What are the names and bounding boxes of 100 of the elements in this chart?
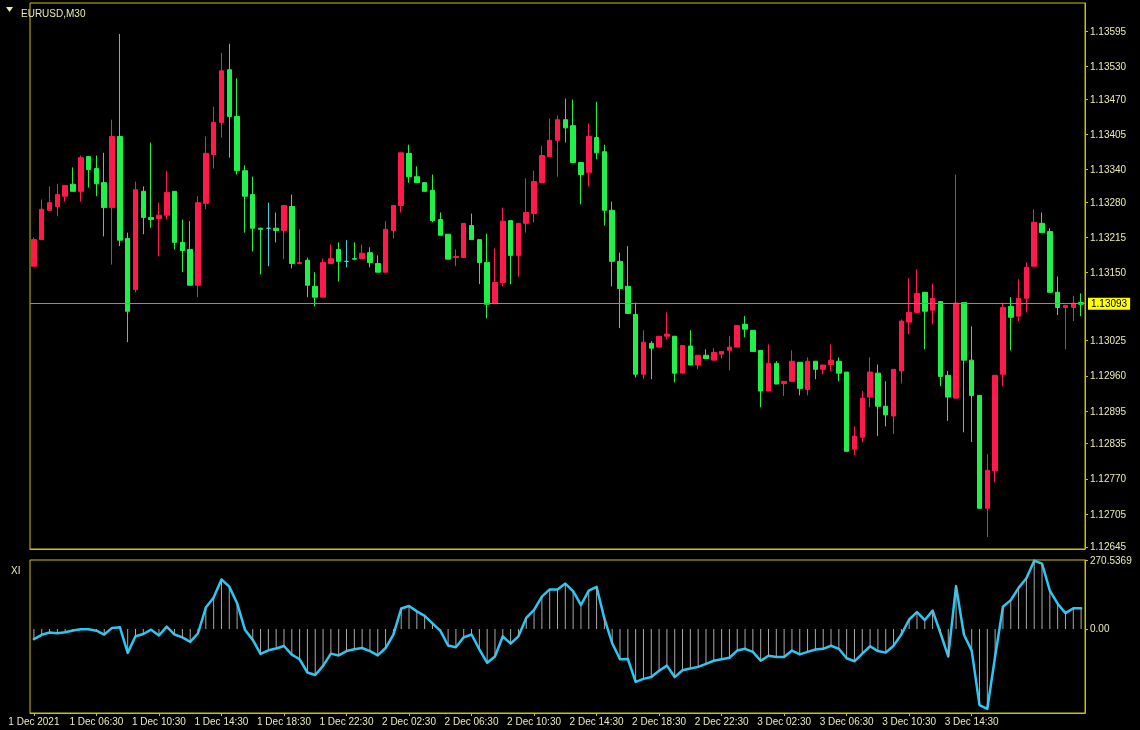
candlestick (781, 380, 787, 397)
candlestick (62, 184, 68, 203)
y-tick-label: 1.12770 (1090, 473, 1127, 485)
candlestick (125, 232, 130, 343)
candlestick (1000, 302, 1006, 387)
candlestick (555, 114, 560, 178)
candlestick (187, 220, 193, 286)
candlestick (367, 246, 373, 268)
candlestick (860, 390, 865, 443)
candlestick (312, 271, 318, 307)
x-tick-label: 1 Dec 14:30 (194, 715, 249, 727)
x-tick-label: 2 Dec 18:30 (632, 715, 687, 727)
candlestick (375, 254, 381, 273)
x-tick-label: 2 Dec 06:30 (444, 715, 499, 727)
candlestick (906, 277, 912, 335)
line-series (32, 559, 1083, 711)
candlestick (750, 329, 756, 352)
candlestick (617, 252, 623, 329)
candlestick (672, 335, 677, 383)
candlestick (148, 141, 154, 229)
y-tick-label: 1.12645 (1090, 541, 1127, 553)
candlestick (649, 340, 654, 380)
candlestick (289, 194, 295, 269)
candlestick (578, 162, 584, 205)
y-tick-label: 1.13025 (1090, 335, 1127, 347)
y-tick-label: 1.13405 (1090, 128, 1127, 140)
candlestick (508, 220, 513, 285)
candlestick (31, 236, 37, 267)
candlestick (1071, 295, 1076, 322)
x-tick-label: 3 Dec 06:30 (819, 715, 875, 727)
candlestick (516, 222, 521, 278)
candlestick (1063, 304, 1068, 350)
candlestick (961, 302, 967, 433)
candlestick (727, 335, 732, 371)
candlestick (836, 356, 842, 382)
chart-title: EURUSD,M30 (21, 7, 86, 19)
candlestick (852, 425, 857, 456)
candlestick (398, 152, 404, 213)
candlestick (359, 244, 365, 260)
candlestick (484, 233, 490, 319)
candlestick (430, 174, 435, 223)
candlestick (47, 185, 52, 211)
candlestick (789, 349, 795, 382)
candlestick (977, 394, 982, 509)
x-tick-label: 1 Dec 10:30 (131, 715, 187, 727)
candlestick (945, 370, 951, 422)
candlestick (422, 182, 427, 192)
candlestick (844, 371, 849, 452)
candlestick (586, 122, 592, 187)
candlestick (805, 356, 810, 396)
candlestick (625, 245, 631, 314)
y-tick-label: 1.13215 (1090, 231, 1127, 243)
candlestick (695, 354, 701, 370)
chart-title: XI (11, 564, 21, 576)
candlestick (273, 212, 279, 243)
candlestick (297, 228, 302, 265)
y-tick-label: 1.12835 (1090, 438, 1127, 450)
candlestick (594, 101, 599, 160)
candlestick (656, 335, 662, 348)
y-tick-label: 1.13530 (1090, 61, 1127, 72)
candlestick (281, 204, 287, 260)
candlestick (55, 183, 60, 217)
y-tick-label: 1.13150 (1090, 267, 1127, 279)
candlestick (234, 77, 240, 176)
candlestick (164, 170, 170, 221)
x-tick-label: 2 Dec 22:30 (694, 715, 750, 727)
candlestick (477, 239, 482, 285)
candlestick (328, 244, 334, 265)
y-tick-label: 1.13280 (1090, 196, 1127, 208)
x-tick-label: 3 Dec 10:30 (882, 715, 937, 727)
candlestick (828, 343, 834, 372)
candlestick (883, 380, 888, 427)
candlestick (985, 453, 990, 538)
x-tick-label: 2 Dec 10:30 (507, 715, 562, 727)
candlestick (1016, 278, 1021, 322)
x-tick-label: 1 Dec 2021 (8, 715, 60, 727)
candlestick (492, 247, 498, 304)
candlestick (766, 343, 771, 392)
candlestick (523, 177, 529, 234)
candlestick (219, 52, 224, 139)
candlestick (992, 374, 998, 483)
y-tick-label: 1.13470 (1090, 93, 1127, 105)
candlestick (445, 233, 451, 260)
candlestick (78, 155, 84, 203)
candlestick (258, 227, 263, 275)
candlestick (899, 318, 904, 384)
candlestick (930, 283, 935, 325)
candlestick (101, 152, 107, 237)
candlestick (1008, 296, 1014, 351)
candlestick (94, 155, 99, 197)
candlestick (813, 360, 818, 380)
candlestick (797, 361, 803, 396)
x-tick-label: 1 Dec 22:30 (319, 715, 374, 727)
x-tick-label: 2 Dec 02:30 (382, 715, 437, 727)
candlestick (352, 241, 357, 261)
candlestick (875, 363, 881, 437)
candlestick (414, 165, 420, 184)
candlestick (633, 302, 638, 378)
candlestick (266, 202, 271, 267)
candlestick (867, 356, 873, 408)
